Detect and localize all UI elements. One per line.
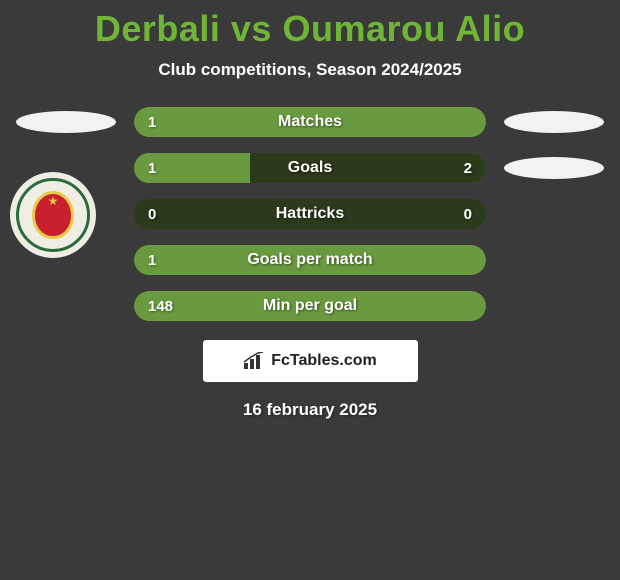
stat-value-left: 148 (148, 298, 173, 315)
bar-background (134, 107, 486, 137)
snapshot-date: 16 february 2025 (0, 400, 620, 420)
right-badge-slot (504, 292, 604, 320)
bar-background (134, 199, 486, 229)
player-placeholder-left (16, 111, 116, 133)
stat-value-left: 1 (148, 160, 156, 177)
club-badge-esperance: ★ (10, 172, 96, 258)
stat-value-right: 0 (464, 206, 472, 223)
page-title: Derbali vs Oumarou Alio (0, 8, 620, 50)
player-placeholder-right (504, 111, 604, 133)
bar-background (134, 245, 486, 275)
stat-bar: 1Matches (134, 107, 486, 137)
right-badge-slot (504, 154, 604, 182)
right-badge-slot (504, 200, 604, 228)
stat-row: 148Min per goal (0, 290, 620, 322)
brand-text: FcTables.com (271, 352, 377, 370)
stat-bar: 148Min per goal (134, 291, 486, 321)
stat-value-left: 0 (148, 206, 156, 223)
left-badge-slot (16, 108, 116, 136)
right-badge-slot (504, 108, 604, 136)
bar-background (134, 291, 486, 321)
bar-chart-icon (243, 352, 265, 370)
stat-bar: 1Goals per match (134, 245, 486, 275)
brand-badge: FcTables.com (203, 340, 418, 382)
stat-row: 1Matches (0, 106, 620, 138)
page-subtitle: Club competitions, Season 2024/2025 (0, 60, 620, 80)
bar-fill-right (250, 153, 486, 183)
stat-bar: 00Hattricks (134, 199, 486, 229)
stat-value-left: 1 (148, 114, 156, 131)
stat-value-left: 1 (148, 252, 156, 269)
right-badge-slot (504, 246, 604, 274)
stat-bar: 12Goals (134, 153, 486, 183)
player-placeholder-right (504, 157, 604, 179)
left-badge-slot (16, 292, 116, 320)
stat-value-right: 2 (464, 160, 472, 177)
